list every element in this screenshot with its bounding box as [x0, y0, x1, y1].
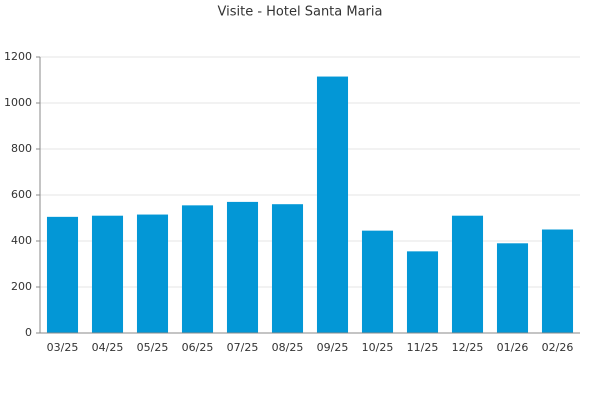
- x-tick-label: 05/25: [137, 341, 169, 354]
- x-tick-label: 06/25: [182, 341, 214, 354]
- y-tick-label: 1000: [4, 96, 32, 109]
- x-tick-label: 03/25: [47, 341, 79, 354]
- x-tick-label: 09/25: [317, 341, 349, 354]
- bar: [91, 215, 124, 333]
- y-tick-label: 0: [25, 326, 32, 339]
- y-tick-label: 400: [11, 234, 32, 247]
- bar: [46, 216, 79, 333]
- bar: [226, 201, 259, 333]
- y-tick-label: 800: [11, 142, 32, 155]
- x-tick-label: 01/26: [497, 341, 529, 354]
- x-tick-label: 02/26: [542, 341, 574, 354]
- bar: [271, 204, 304, 333]
- bar: [496, 243, 529, 333]
- x-tick-label: 04/25: [92, 341, 124, 354]
- x-tick-label: 11/25: [407, 341, 439, 354]
- bar: [361, 230, 394, 333]
- x-tick-label: 08/25: [272, 341, 304, 354]
- y-tick-label: 600: [11, 188, 32, 201]
- bar: [136, 214, 169, 333]
- bar: [451, 215, 484, 333]
- chart-title: Visite - Hotel Santa Maria: [218, 5, 383, 20]
- bar: [406, 251, 439, 333]
- y-tick-label: 200: [11, 280, 32, 293]
- x-tick-label: 12/25: [452, 341, 484, 354]
- bar: [316, 76, 349, 334]
- bar: [181, 205, 214, 333]
- x-tick-label: 10/25: [362, 341, 394, 354]
- y-tick-label: 1200: [4, 50, 32, 63]
- bar: [541, 229, 574, 333]
- x-tick-label: 07/25: [227, 341, 259, 354]
